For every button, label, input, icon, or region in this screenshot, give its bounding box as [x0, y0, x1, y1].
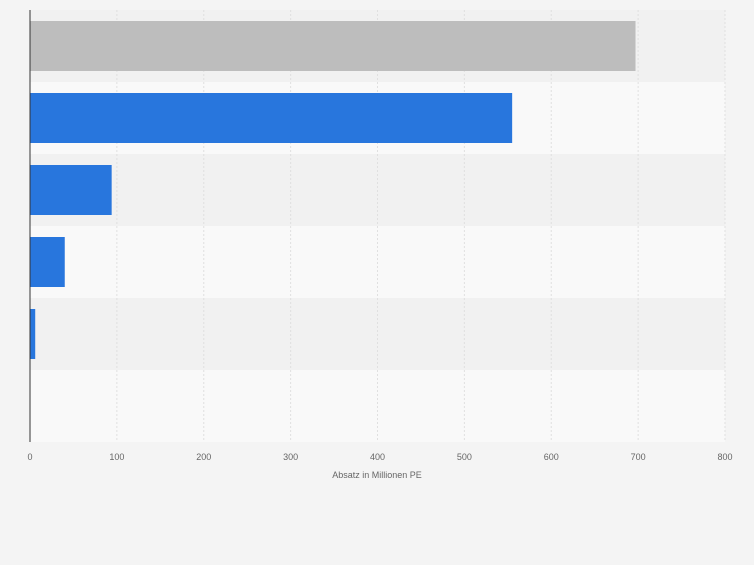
bar [30, 93, 513, 143]
bar [30, 21, 636, 71]
bar [30, 237, 65, 287]
x-tick-label: 0 [27, 452, 32, 462]
gridlines [116, 10, 726, 442]
x-tick-label: 800 [717, 452, 732, 462]
x-axis-title: Absatz in Millionen PE [332, 470, 422, 480]
x-tick-label: 700 [631, 452, 646, 462]
x-tick-label: 600 [544, 452, 559, 462]
bar [30, 165, 112, 215]
x-tick-label: 100 [109, 452, 124, 462]
x-tick-labels: 0 100 200 300 400 500 600 700 800 [27, 452, 732, 462]
x-tick-label: 200 [196, 452, 211, 462]
x-tick-label: 500 [457, 452, 472, 462]
x-tick-label: 400 [370, 452, 385, 462]
bar [30, 309, 36, 359]
x-tick-label: 300 [283, 452, 298, 462]
bars [30, 21, 636, 359]
